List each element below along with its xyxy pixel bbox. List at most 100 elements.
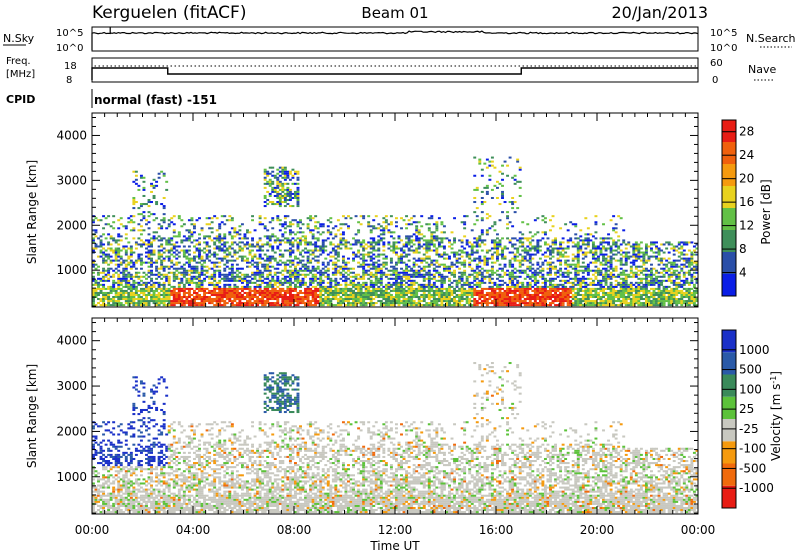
power-cell: [523, 277, 527, 280]
power-cell: [273, 259, 277, 262]
power-cell: [576, 302, 580, 305]
power-cell: [177, 251, 181, 254]
power-cell: [112, 279, 116, 282]
power-cell: [238, 300, 242, 303]
power-cell: [92, 219, 95, 222]
power-cell: [220, 287, 224, 290]
power-cell: [319, 269, 323, 272]
power-cell: [344, 291, 348, 294]
power-cell: [218, 225, 222, 228]
power-cell: [258, 300, 262, 303]
power-cell: [165, 273, 169, 276]
power-cell: [200, 285, 204, 288]
power-cell: [604, 269, 608, 272]
power-cell: [314, 277, 318, 280]
power-cell: [498, 243, 502, 246]
power-cell: [99, 235, 103, 238]
power-cell: [162, 281, 166, 284]
power-cell: [379, 281, 383, 284]
freq-label-2: [MHz]: [6, 69, 35, 80]
power-cell: [142, 186, 146, 189]
power-cell: [243, 237, 247, 240]
power-cell: [223, 215, 227, 218]
power-cell: [281, 235, 285, 238]
power-cell: [157, 275, 161, 278]
power-cell: [513, 287, 517, 290]
power-cell: [430, 237, 434, 240]
power-cell: [415, 269, 419, 272]
power-cell: [251, 263, 254, 266]
power-cell: [283, 237, 287, 240]
power-cell: [602, 275, 605, 278]
power-cell: [117, 302, 121, 305]
power-cell: [203, 269, 207, 272]
power-cell: [273, 257, 277, 260]
power-cell: [526, 296, 530, 299]
power-cell: [301, 231, 305, 234]
power-cell: [104, 291, 108, 294]
power-cell: [218, 235, 222, 238]
power-cell: [94, 243, 98, 246]
power-cell: [314, 225, 318, 228]
power-cell: [357, 231, 361, 234]
power-cell: [541, 263, 545, 266]
power-cell: [107, 253, 111, 256]
power-cell: [591, 247, 595, 250]
power-cell: [379, 233, 383, 236]
power-cell: [97, 273, 100, 276]
power-cell: [268, 235, 272, 238]
power-cell: [203, 289, 207, 292]
power-cell: [235, 289, 239, 292]
power-cell: [92, 261, 95, 264]
power-cell: [218, 257, 222, 260]
power-cell: [475, 277, 479, 280]
power-cell: [172, 304, 176, 307]
power-cell: [243, 291, 247, 294]
power-cell: [261, 281, 265, 284]
power-cell: [501, 253, 504, 256]
power-cell: [107, 277, 111, 280]
power-cell: [349, 289, 353, 292]
power-cell: [589, 277, 593, 280]
power-cell: [162, 300, 166, 303]
power-cell: [205, 269, 209, 272]
power-cell: [468, 253, 472, 256]
power-cell: [463, 223, 467, 226]
power-cell: [155, 203, 159, 206]
power-cell: [372, 289, 376, 292]
power-cell: [276, 184, 280, 187]
power-cell: [518, 285, 522, 288]
power-cell: [271, 233, 275, 236]
power-cell: [559, 263, 563, 266]
power-cell: [142, 302, 146, 305]
power-cell: [273, 235, 277, 238]
power-cell: [357, 265, 361, 268]
power-cell: [389, 285, 393, 288]
power-cell: [478, 293, 482, 296]
power-cell: [415, 263, 419, 266]
power-cell: [556, 251, 560, 254]
power-cell: [223, 304, 227, 307]
power-cell: [208, 300, 212, 303]
power-cell: [150, 279, 153, 282]
power-cell: [591, 283, 595, 286]
power-cell: [99, 287, 103, 290]
power-cell: [450, 285, 454, 288]
power-cell: [294, 170, 297, 173]
power-cell: [465, 291, 469, 294]
power-cell: [225, 273, 229, 276]
power-cell: [172, 298, 176, 301]
power-cell: [278, 296, 282, 299]
power-cell: [609, 267, 613, 270]
power-cell: [261, 291, 265, 294]
power-cell: [483, 255, 487, 258]
power-cell: [165, 291, 169, 294]
power-cell: [508, 239, 512, 242]
power-cell: [235, 257, 239, 260]
power-cell: [299, 291, 302, 294]
power-cell: [597, 283, 600, 286]
power-cell: [233, 271, 237, 274]
power-cell: [319, 253, 323, 256]
power-cell: [213, 215, 217, 218]
power-cell: [248, 298, 252, 301]
